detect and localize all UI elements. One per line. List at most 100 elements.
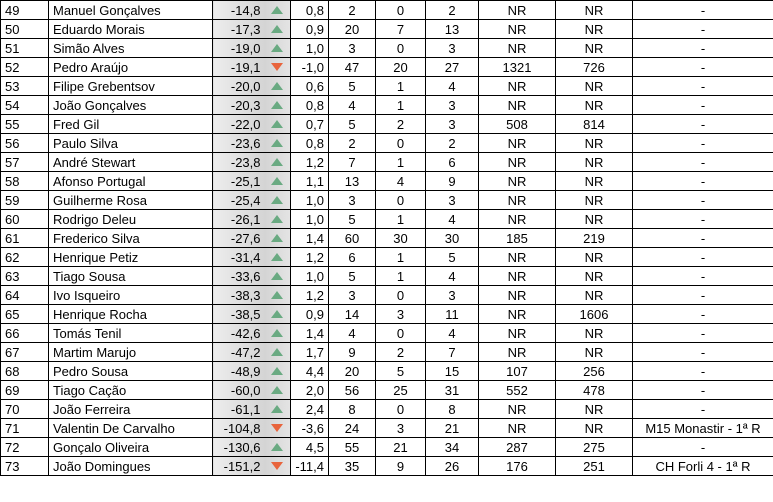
- played-cell: 6: [328, 247, 376, 267]
- rank-a-cell: NR: [478, 152, 556, 172]
- trend-up-icon: [271, 158, 284, 166]
- score-cell: -20,3: [212, 95, 265, 115]
- score-cell: -25,1: [212, 171, 265, 191]
- change-cell: 1,4: [290, 323, 329, 343]
- won-cell: 0: [375, 399, 426, 419]
- player-name-cell: Simão Alves: [48, 38, 213, 58]
- change-cell: 0,8: [290, 0, 329, 20]
- played-cell: 55: [328, 437, 376, 457]
- rank-a-cell: NR: [478, 304, 556, 324]
- rank-a-cell: NR: [478, 247, 556, 267]
- change-cell: 1,0: [290, 209, 329, 229]
- rank-cell: 54: [0, 95, 49, 115]
- rank-cell: 64: [0, 285, 49, 305]
- rank-b-cell: 478: [555, 380, 633, 400]
- rank-cell: 51: [0, 38, 49, 58]
- played-cell: 35: [328, 456, 376, 476]
- rank-a-cell: NR: [478, 399, 556, 419]
- won-cell: 7: [375, 19, 426, 39]
- score-cell: -47,2: [212, 342, 265, 362]
- rank-b-cell: NR: [555, 190, 633, 210]
- rank-b-cell: NR: [555, 0, 633, 20]
- triangle: [271, 329, 284, 337]
- played-cell: 3: [328, 285, 376, 305]
- played-cell: 60: [328, 228, 376, 248]
- rank-a-cell: NR: [478, 19, 556, 39]
- table-row: 49 Manuel Gonçalves -14,8 0,8 2 0 2 NR NR -: [0, 0, 773, 20]
- change-cell: 1,2: [290, 247, 329, 267]
- tournament-cell: CH Forli 4 - 1ª R: [632, 456, 773, 476]
- played-cell: 9: [328, 342, 376, 362]
- trend-icon-cell: [264, 456, 291, 476]
- change-cell: 0,8: [290, 95, 329, 115]
- lost-cell: 11: [425, 304, 479, 324]
- rank-b-cell: NR: [555, 266, 633, 286]
- trend-down-icon: [271, 462, 284, 470]
- trend-up-icon: [271, 367, 284, 375]
- tournament-cell: -: [632, 209, 773, 229]
- table-row: 68 Pedro Sousa -48,9 4,4 20 5 15 107 256-: [0, 361, 773, 381]
- player-name-cell: Pedro Sousa: [48, 361, 213, 381]
- trend-up-icon: [271, 25, 284, 33]
- won-cell: 1: [375, 247, 426, 267]
- table-row: 59 Guilherme Rosa -25,4 1,0 3 0 3 NR NR -: [0, 190, 773, 210]
- rank-a-cell: 185: [478, 228, 556, 248]
- tournament-cell: -: [632, 266, 773, 286]
- won-cell: 3: [375, 418, 426, 438]
- trend-icon-cell: [264, 19, 291, 39]
- lost-cell: 3: [425, 285, 479, 305]
- played-cell: 20: [328, 361, 376, 381]
- trend-icon-cell: [264, 361, 291, 381]
- triangle: [271, 386, 284, 394]
- lost-cell: 2: [425, 133, 479, 153]
- rank-cell: 66: [0, 323, 49, 343]
- rank-b-cell: NR: [555, 418, 633, 438]
- player-name-cell: André Stewart: [48, 152, 213, 172]
- change-cell: 1,7: [290, 342, 329, 362]
- rank-a-cell: 508: [478, 114, 556, 134]
- trend-icon-cell: [264, 437, 291, 457]
- change-cell: 1,2: [290, 285, 329, 305]
- rank-b-cell: NR: [555, 38, 633, 58]
- rank-a-cell: NR: [478, 133, 556, 153]
- trend-icon-cell: [264, 95, 291, 115]
- trend-icon-cell: [264, 418, 291, 438]
- trend-up-icon: [271, 329, 284, 337]
- player-name-cell: Henrique Petiz: [48, 247, 213, 267]
- player-name-cell: Fred Gil: [48, 114, 213, 134]
- change-cell: 0,8: [290, 133, 329, 153]
- trend-icon-cell: [264, 38, 291, 58]
- rank-b-cell: NR: [555, 133, 633, 153]
- played-cell: 2: [328, 0, 376, 20]
- trend-icon-cell: [264, 57, 291, 77]
- played-cell: 7: [328, 152, 376, 172]
- table-row: 52 Pedro Araújo -19,1 -1,0 47 20 27 1321 726-: [0, 57, 773, 77]
- table-body: 49 Manuel Gonçalves -14,8 0,8 2 0 2 NR NR -50 Edua…: [0, 0, 773, 476]
- table-row: 70 João Ferreira -61,1 2,4 8 0 8 NR NR -: [0, 399, 773, 419]
- score-cell: -20,0: [212, 76, 265, 96]
- triangle: [271, 291, 284, 299]
- trend-up-icon: [271, 215, 284, 223]
- won-cell: 0: [375, 38, 426, 58]
- player-name-cell: Filipe Grebentsov: [48, 76, 213, 96]
- table-row: 69 Tiago Cação -60,0 2,0 56 25 31 552 478-: [0, 380, 773, 400]
- triangle: [271, 234, 284, 242]
- played-cell: 5: [328, 76, 376, 96]
- tournament-cell: -: [632, 38, 773, 58]
- won-cell: 20: [375, 57, 426, 77]
- table-row: 66 Tomás Tenil -42,6 1,4 4 0 4 NR NR -: [0, 323, 773, 343]
- score-cell: -17,3: [212, 19, 265, 39]
- tournament-cell: -: [632, 190, 773, 210]
- table-row: 50 Eduardo Morais -17,3 0,9 20 7 13 NR NR -: [0, 19, 773, 39]
- played-cell: 5: [328, 266, 376, 286]
- change-cell: 0,9: [290, 19, 329, 39]
- trend-up-icon: [271, 139, 284, 147]
- rank-b-cell: NR: [555, 171, 633, 191]
- rank-cell: 69: [0, 380, 49, 400]
- triangle: [271, 158, 284, 166]
- rank-cell: 49: [0, 0, 49, 20]
- triangle: [271, 120, 284, 128]
- won-cell: 0: [375, 0, 426, 20]
- change-cell: 2,4: [290, 399, 329, 419]
- triangle: [271, 215, 284, 223]
